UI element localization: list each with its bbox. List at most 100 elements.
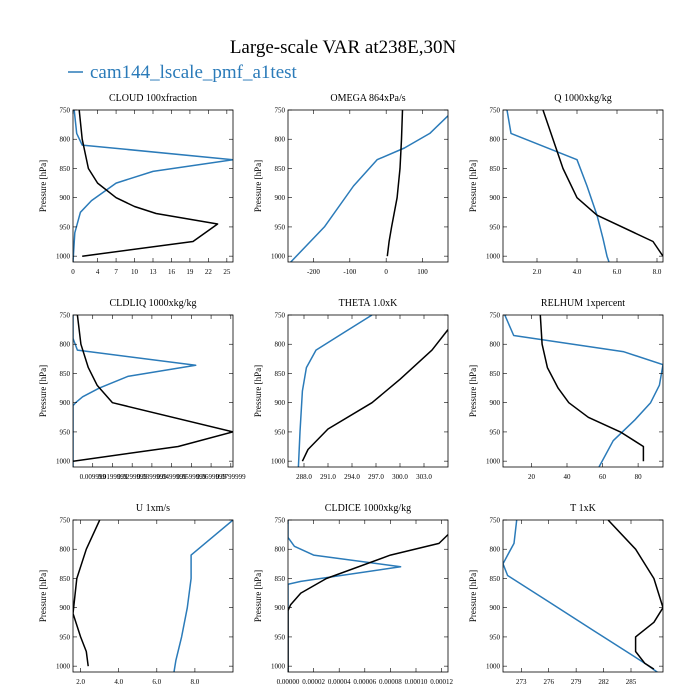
series-line: [539, 315, 645, 462]
x-tick-label: 100: [417, 268, 428, 276]
x-tick-label: 0.0599999: [176, 473, 206, 481]
panel-title: Q 1000xkg/kg: [554, 93, 612, 104]
x-tick-label: 0.00006: [353, 678, 376, 686]
x-tick-label: 10: [131, 268, 139, 276]
panel-title: OMEGA 864xPa/s: [330, 93, 405, 104]
y-tick-label: 950: [60, 428, 71, 436]
y-axis-label: Pressure [hPa]: [253, 365, 263, 417]
series-line: [288, 520, 402, 672]
y-tick-label: 950: [275, 428, 286, 436]
plot-frame: [287, 109, 449, 263]
y-tick-label: 950: [490, 428, 501, 436]
series-line: [607, 520, 663, 670]
y-tick-label: 750: [275, 107, 286, 115]
panel: 750 800 850 900 950 1000 2.0 4.0 6.0 8.0 Q 1000xkg…: [468, 93, 664, 276]
x-tick-label: 0.0399999: [137, 473, 167, 481]
y-tick-label: 900: [490, 194, 501, 202]
figure-title: Large-scale VAR at238E,30N: [230, 37, 457, 58]
series-line: [73, 110, 233, 262]
x-tick-label: 16: [168, 268, 176, 276]
plot-frame: [502, 314, 664, 468]
series-line: [73, 315, 197, 467]
panel: 750 800 850 900 950 1000 2.0 4.0 6.0 8.0 U 1xm/s Pr…: [38, 503, 234, 686]
series-line: [78, 110, 219, 257]
y-axis-label: Pressure [hPa]: [253, 160, 263, 212]
panel-title: CLOUD 100xfraction: [109, 93, 197, 104]
x-tick-label: 6.0: [152, 678, 161, 686]
x-tick-label: 19: [186, 268, 194, 276]
series-line: [73, 315, 233, 462]
x-tick-label: 0.0499999: [157, 473, 187, 481]
y-tick-label: 850: [490, 575, 501, 583]
y-tick-label: 850: [275, 165, 286, 173]
series-line: [503, 520, 659, 672]
panel-title: CLDICE 1000xkg/kg: [325, 503, 411, 514]
panel: 750 800 850 900 950 1000 -200 -100 0 100 OMEGA 864…: [253, 93, 449, 276]
y-axis-label: Pressure [hPa]: [38, 570, 48, 622]
y-tick-label: 1000: [56, 458, 71, 466]
y-tick-label: 750: [490, 517, 501, 525]
y-tick-label: 1000: [56, 253, 71, 261]
panel-title: THETA 1.0xK: [339, 298, 398, 309]
x-tick-label: 0: [71, 268, 75, 276]
x-tick-label: 0.00000: [277, 678, 300, 686]
x-tick-label: 0.0299999: [117, 473, 147, 481]
y-tick-label: 950: [275, 223, 286, 231]
panel: 750 800 850 900 950 1000 20 40 60 80 RELHUM 1xperc…: [468, 298, 664, 481]
x-tick-label: 0.00002: [302, 678, 325, 686]
series-line: [288, 534, 448, 672]
y-tick-label: 950: [490, 633, 501, 641]
x-tick-label: 0: [384, 268, 388, 276]
y-tick-label: 1000: [271, 663, 286, 671]
plot-frame: [287, 519, 449, 673]
x-tick-label: 303.0: [416, 473, 432, 481]
y-tick-label: 900: [490, 604, 501, 612]
x-tick-label: 25: [223, 268, 231, 276]
x-tick-label: 276: [543, 678, 554, 686]
y-tick-label: 800: [490, 546, 501, 554]
y-axis-label: Pressure [hPa]: [468, 570, 478, 622]
y-tick-label: 800: [60, 341, 71, 349]
x-tick-label: 285: [626, 678, 637, 686]
y-tick-label: 800: [60, 546, 71, 554]
y-tick-label: 900: [275, 399, 286, 407]
panel-title: U 1xm/s: [136, 503, 170, 514]
series-line: [173, 520, 233, 672]
x-tick-label: 60: [599, 473, 607, 481]
y-tick-label: 900: [60, 604, 71, 612]
plot-frame: [72, 109, 234, 263]
x-tick-label: 20: [528, 473, 536, 481]
x-tick-label: 282: [598, 678, 609, 686]
y-tick-label: 750: [275, 312, 286, 320]
y-tick-label: 850: [60, 165, 71, 173]
y-tick-label: 900: [490, 399, 501, 407]
y-tick-label: 750: [275, 517, 286, 525]
x-tick-label: 300.0: [392, 473, 408, 481]
y-tick-label: 900: [275, 604, 286, 612]
x-tick-label: 291.0: [320, 473, 336, 481]
y-tick-label: 800: [490, 341, 501, 349]
y-tick-label: 900: [275, 194, 286, 202]
y-tick-label: 750: [60, 312, 71, 320]
plot-frame: [72, 314, 234, 468]
x-tick-label: 0.00004: [328, 678, 351, 686]
plot-frame: [502, 109, 664, 263]
y-tick-label: 900: [60, 399, 71, 407]
x-tick-label: 0.0699999: [196, 473, 226, 481]
panel-title: RELHUM 1xpercent: [541, 298, 625, 309]
y-tick-label: 900: [60, 194, 71, 202]
y-tick-label: 850: [490, 165, 501, 173]
x-tick-label: 0.00012: [430, 678, 453, 686]
x-tick-label: -200: [307, 268, 320, 276]
legend: cam144_lscale_pmf_a1test: [68, 62, 298, 83]
y-axis-label: Pressure [hPa]: [253, 570, 263, 622]
x-tick-label: 279: [571, 678, 582, 686]
y-tick-label: 800: [60, 136, 71, 144]
series-line: [297, 315, 373, 467]
panel-title: CLDLIQ 1000xkg/kg: [110, 298, 197, 309]
series-line: [542, 110, 663, 257]
panel: 750 800 850 900 950 1000 0.0099990.01999990.02…: [38, 298, 246, 481]
